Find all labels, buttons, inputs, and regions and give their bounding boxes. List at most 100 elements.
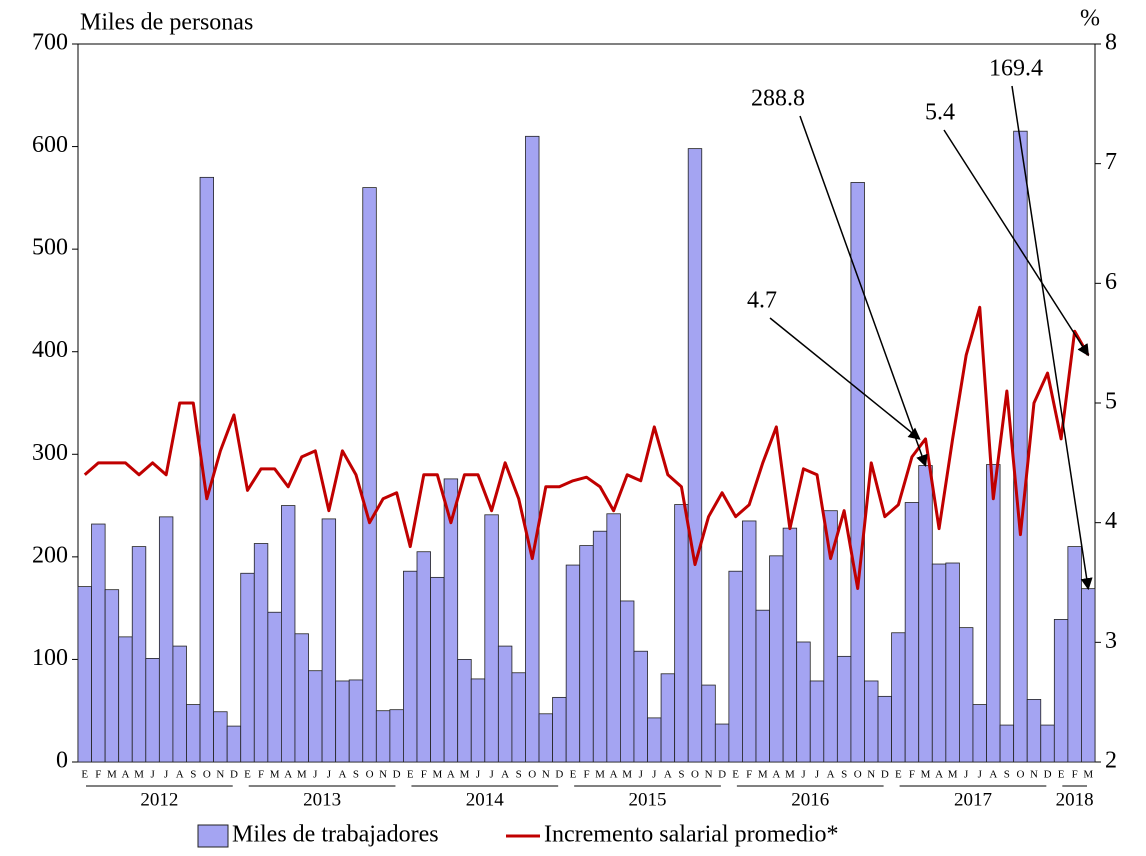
bar — [484, 514, 499, 763]
annotation-arrow — [799, 115, 928, 467]
year-label: 2015 — [629, 789, 667, 810]
bar — [226, 725, 242, 763]
y2-axis-label: % — [1080, 6, 1100, 32]
x-tick-label: A — [989, 769, 997, 781]
bar — [918, 465, 933, 763]
y2-tick-label: 7 — [1105, 149, 1117, 175]
x-tick-label: J — [978, 769, 983, 781]
year-label: 2013 — [303, 789, 341, 810]
x-tick-label: E — [1058, 769, 1065, 781]
y2-tick-label: 4 — [1105, 508, 1117, 534]
bar — [294, 633, 309, 763]
x-tick-label: D — [230, 769, 238, 781]
bar — [280, 505, 296, 763]
x-tick-label: M — [948, 769, 958, 781]
bar — [782, 527, 798, 763]
x-tick-label: F — [746, 769, 752, 781]
bar — [850, 182, 865, 763]
y-tick-label: 700 — [32, 30, 68, 56]
bar — [945, 562, 960, 763]
x-tick-label: J — [164, 769, 169, 781]
annotation: 4.7 — [747, 288, 777, 314]
bar — [416, 551, 431, 763]
x-tick-label: S — [353, 769, 359, 781]
y2-tick-label: 8 — [1105, 30, 1117, 56]
bar — [999, 724, 1015, 763]
x-tick-label: N — [542, 769, 550, 781]
y-tick-label: 500 — [32, 235, 68, 261]
x-tick-label: M — [107, 769, 117, 781]
bar — [701, 684, 716, 763]
x-tick-label: D — [393, 769, 401, 781]
y-tick-label: 300 — [32, 440, 68, 466]
bar — [443, 478, 459, 763]
x-tick-label: D — [1044, 769, 1052, 781]
x-tick-label: F — [258, 769, 264, 781]
bar — [1040, 724, 1055, 763]
bar — [403, 570, 418, 763]
year-label: 2018 — [1056, 789, 1094, 810]
bar — [742, 520, 757, 763]
x-tick-label: M — [460, 769, 470, 781]
x-tick-label: O — [691, 769, 699, 781]
bar — [186, 704, 201, 763]
bar — [1026, 699, 1042, 763]
y2-tick-label: 6 — [1105, 269, 1117, 295]
bar — [525, 135, 540, 763]
y-tick-label: 100 — [32, 645, 68, 671]
x-tick-label: D — [881, 769, 889, 781]
x-tick-label: N — [867, 769, 875, 781]
bar — [267, 611, 282, 763]
x-tick-label: O — [1016, 769, 1024, 781]
x-tick-label: A — [610, 769, 618, 781]
bar — [470, 678, 486, 763]
annotation-arrow — [943, 129, 1090, 357]
year-label: 2016 — [791, 789, 829, 810]
legend-swatch — [197, 824, 229, 848]
x-tick-label: O — [854, 769, 862, 781]
bar — [620, 600, 635, 763]
y-tick-label: 600 — [32, 132, 68, 158]
annotation: 5.4 — [925, 100, 955, 126]
x-tick-label: O — [528, 769, 536, 781]
y2-tick-label: 5 — [1105, 389, 1117, 415]
bar — [660, 673, 676, 763]
x-tick-label: J — [327, 769, 332, 781]
x-tick-label: O — [366, 769, 374, 781]
bar — [497, 645, 513, 763]
bar — [891, 632, 906, 763]
x-tick-label: A — [501, 769, 509, 781]
x-tick-label: S — [516, 769, 522, 781]
annotation-arrow — [769, 317, 921, 440]
x-tick-label: E — [895, 769, 902, 781]
bar — [674, 504, 689, 763]
x-tick-label: N — [379, 769, 387, 781]
x-tick-label: D — [555, 769, 563, 781]
y-tick-label: 0 — [56, 748, 68, 774]
bar — [158, 516, 174, 763]
x-tick-label: A — [338, 769, 346, 781]
x-tick-label: A — [935, 769, 943, 781]
legend-label: Incremento salarial promedio* — [544, 822, 839, 848]
x-tick-label: M — [432, 769, 442, 781]
bar — [1081, 588, 1096, 763]
x-tick-label: M — [785, 769, 795, 781]
bar — [118, 636, 133, 763]
year-label: 2017 — [954, 789, 992, 810]
bar — [335, 680, 350, 763]
bar — [240, 572, 255, 763]
year-label: 2014 — [466, 789, 505, 810]
x-tick-label: O — [203, 769, 211, 781]
x-tick-label: M — [921, 769, 931, 781]
x-tick-label: E — [732, 769, 739, 781]
x-tick-label: M — [595, 769, 605, 781]
bar — [172, 645, 187, 763]
bar — [77, 586, 92, 763]
x-tick-label: A — [664, 769, 672, 781]
x-tick-label: M — [622, 769, 632, 781]
x-tick-label: A — [447, 769, 455, 781]
bar — [321, 518, 337, 763]
bar — [348, 679, 364, 763]
bar — [904, 502, 920, 763]
